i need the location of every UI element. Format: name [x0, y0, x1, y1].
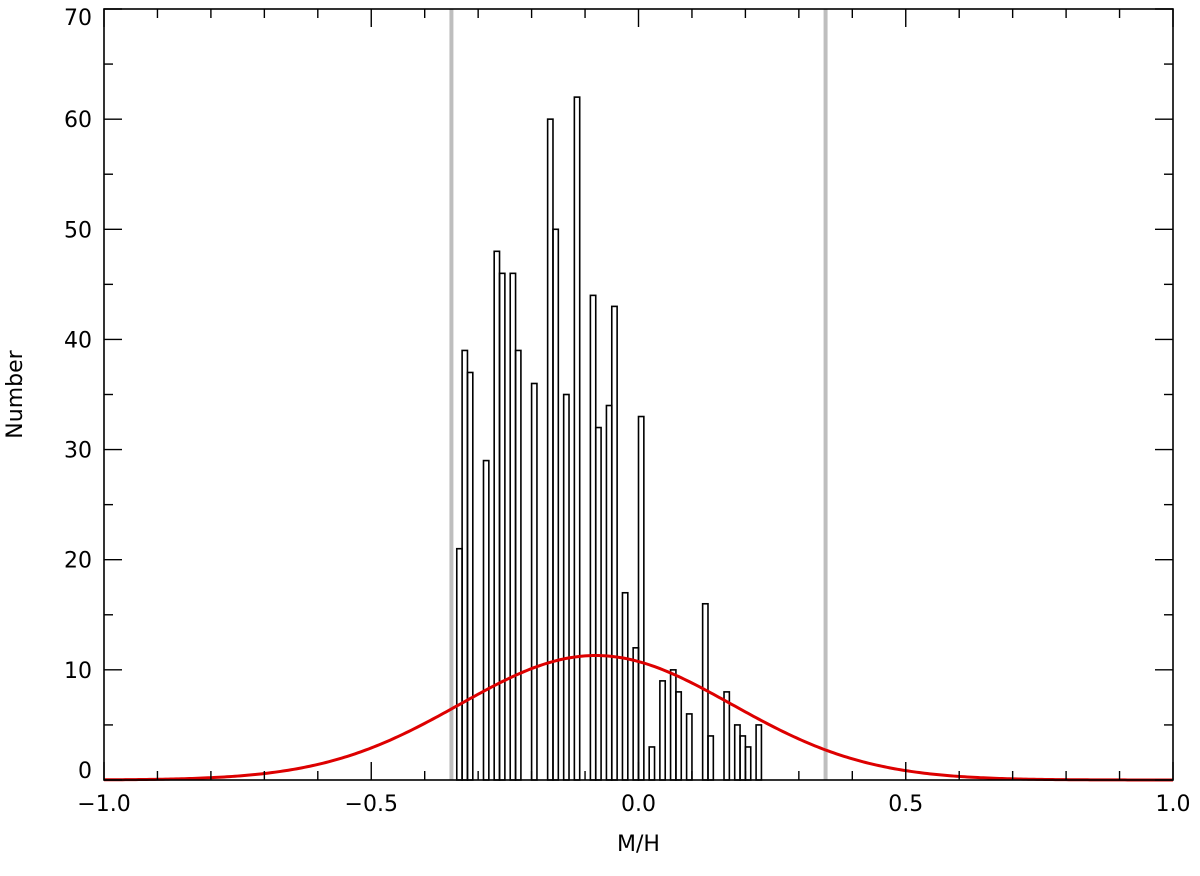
histogram-bar	[685, 713, 693, 781]
histogram-bar	[707, 735, 715, 781]
x-tick-label: −0.5	[345, 792, 398, 817]
histogram-bar	[589, 294, 597, 781]
y-tick-label: 20	[64, 549, 92, 574]
y-tick-label: 40	[64, 328, 92, 353]
x-tick-label: 1.0	[1156, 792, 1191, 817]
y-tick-label: 0	[78, 759, 92, 784]
histogram-bar	[675, 691, 683, 781]
histogram-bar	[632, 647, 640, 781]
histogram-bar	[466, 371, 474, 781]
histogram-bar	[755, 724, 763, 781]
y-tick-labels: 0 10 20 30 40 50 60 70	[64, 6, 92, 784]
boundary-lines	[449, 9, 828, 780]
histogram-bar	[610, 305, 618, 781]
y-tick-label: 70	[64, 6, 92, 31]
x-axis-label: M/H	[617, 832, 660, 857]
x-tick-label: 0.5	[888, 792, 923, 817]
histogram-bar	[594, 426, 602, 781]
y-axis-label: Number	[3, 349, 28, 438]
x-tick-label: 0.0	[621, 792, 656, 817]
axis-ticks	[103, 8, 1174, 781]
histogram-bar	[744, 746, 752, 781]
histogram-bar	[659, 680, 667, 781]
histogram-bar	[493, 250, 501, 781]
y-tick-label: 30	[64, 439, 92, 464]
histogram-bar	[733, 724, 741, 781]
histogram-bar	[723, 691, 731, 781]
y-tick-label: 50	[64, 218, 92, 243]
histogram-bar	[546, 118, 554, 781]
gaussian-fit-layer	[103, 654, 1173, 782]
y-tick-label: 60	[64, 108, 92, 133]
histogram-bar	[621, 591, 629, 781]
histogram-bar	[455, 547, 463, 781]
histogram-bars	[455, 96, 763, 781]
histogram-bar	[514, 349, 522, 781]
gaussian-fit-curve	[103, 654, 1173, 782]
histogram-bar	[461, 349, 469, 781]
plot-area	[103, 8, 1174, 782]
histogram-bar	[530, 382, 538, 781]
histogram-bar	[509, 272, 517, 781]
histogram-bar	[482, 459, 490, 781]
histogram-bar	[648, 746, 656, 781]
y-tick-label: 10	[64, 659, 92, 684]
histogram-bar	[562, 393, 570, 781]
x-tick-label: −1.0	[77, 792, 130, 817]
histogram-bar	[637, 415, 645, 781]
histogram-bar	[669, 669, 677, 781]
histogram-bar	[552, 228, 560, 781]
histogram-bar	[739, 735, 747, 781]
histogram-bar	[498, 272, 506, 781]
histogram-bar	[605, 404, 613, 781]
x-tick-labels: −1.0 −0.5 0.0 0.5 1.0	[77, 792, 1190, 817]
histogram-bar	[573, 96, 581, 781]
